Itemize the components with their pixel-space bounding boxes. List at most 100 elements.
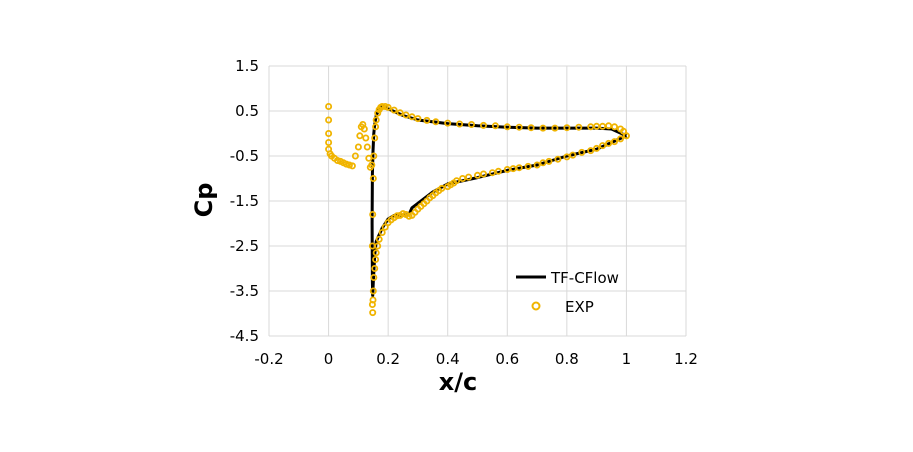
- exp-point: [362, 134, 370, 142]
- exp-point: [325, 116, 333, 124]
- exp-point: [578, 148, 586, 156]
- y-tick-label: -3.5: [230, 282, 259, 300]
- x-tick-label: 1.2: [674, 350, 698, 368]
- x-tick-label: 0.4: [436, 350, 460, 368]
- exp-point: [365, 154, 373, 162]
- legend-swatch-exp: [531, 301, 541, 311]
- exp-point: [617, 135, 625, 143]
- exp-point: [408, 113, 416, 121]
- x-tick-label: 0.2: [376, 350, 400, 368]
- exp-point: [473, 171, 481, 179]
- exp-point: [465, 173, 473, 181]
- exp-point: [524, 162, 532, 170]
- exp-point: [375, 235, 383, 243]
- legend-label-exp: EXP: [565, 298, 594, 316]
- exp-point: [491, 122, 499, 130]
- exp-point: [563, 153, 571, 161]
- y-tick-label: 0.5: [235, 102, 259, 120]
- exp-point: [539, 159, 547, 167]
- legend: TF-CFlow EXP: [516, 269, 619, 316]
- y-tick-label: 1.5: [235, 57, 259, 75]
- exp-point: [599, 142, 607, 150]
- exp-point: [381, 223, 389, 231]
- x-tick-label: 0: [324, 350, 334, 368]
- exp-point: [368, 300, 376, 308]
- exp-point: [371, 264, 379, 272]
- exp-point: [351, 152, 359, 160]
- exp-point: [527, 124, 535, 132]
- exp-point: [325, 138, 333, 146]
- exp-point: [459, 174, 467, 182]
- exp-point: [378, 228, 386, 236]
- x-axis-title: x/c: [439, 368, 477, 396]
- legend-label-tf-cflow: TF-CFlow: [550, 269, 619, 287]
- exp-point: [479, 170, 487, 178]
- exp-point: [444, 119, 452, 127]
- exp-point: [368, 242, 376, 250]
- exp-point: [533, 161, 541, 169]
- exp-point: [575, 123, 583, 131]
- y-tick-label: -4.5: [230, 327, 259, 345]
- exp-point: [593, 122, 601, 130]
- exp-point: [396, 211, 404, 219]
- x-tick-label: -0.2: [254, 350, 283, 368]
- x-axis-ticks: -0.2 0 0.2 0.4 0.6 0.8 1 1.2: [254, 350, 698, 368]
- exp-point: [414, 115, 422, 123]
- exp-point: [515, 164, 523, 172]
- exp-point: [384, 103, 392, 111]
- exp-point: [369, 174, 377, 182]
- exp-point: [622, 132, 630, 140]
- exp-point: [456, 120, 464, 128]
- exp-point: [363, 143, 371, 151]
- exp-point: [371, 134, 379, 142]
- exp-point: [360, 125, 368, 133]
- exp-point: [432, 118, 440, 126]
- exp-point: [369, 309, 377, 317]
- x-tick-label: 0.8: [555, 350, 579, 368]
- exp-point: [325, 103, 333, 111]
- exp-point: [368, 161, 376, 169]
- exp-point: [325, 129, 333, 137]
- y-axis-title: Cp: [190, 183, 218, 218]
- exp-point: [569, 151, 577, 159]
- exp-series: [325, 103, 630, 317]
- exp-point: [563, 124, 571, 132]
- exp-point: [539, 124, 547, 132]
- exp-point: [390, 106, 398, 114]
- exp-point: [554, 155, 562, 163]
- exp-point: [372, 249, 380, 257]
- exp-point: [611, 123, 619, 131]
- exp-point: [479, 121, 487, 129]
- exp-point: [599, 122, 607, 130]
- exp-point: [593, 144, 601, 152]
- exp-point: [605, 139, 613, 147]
- exp-point: [354, 143, 362, 151]
- exp-point: [503, 165, 511, 173]
- y-axis-ticks: 1.5 0.5 -0.5 -1.5 -2.5 -3.5 -4.5: [230, 57, 259, 345]
- exp-point: [444, 183, 452, 191]
- exp-point: [396, 109, 404, 117]
- exp-point: [370, 273, 378, 281]
- exp-point: [348, 162, 356, 170]
- exp-point: [369, 287, 377, 295]
- exp-point: [587, 147, 595, 155]
- exp-point: [545, 157, 553, 165]
- exp-point: [467, 121, 475, 129]
- exp-point: [494, 167, 502, 175]
- exp-point: [356, 132, 364, 140]
- y-tick-label: -2.5: [230, 237, 259, 255]
- exp-point: [372, 255, 380, 263]
- exp-point: [372, 123, 380, 131]
- x-tick-label: 1: [622, 350, 632, 368]
- x-tick-label: 0.6: [495, 350, 519, 368]
- exp-point: [551, 124, 559, 132]
- exp-point: [611, 138, 619, 146]
- y-tick-label: -1.5: [230, 192, 259, 210]
- exp-point: [423, 116, 431, 124]
- exp-point: [369, 210, 377, 218]
- exp-point: [605, 122, 613, 130]
- exp-point: [402, 111, 410, 119]
- grid-lines: [268, 65, 687, 337]
- exp-point: [372, 116, 380, 124]
